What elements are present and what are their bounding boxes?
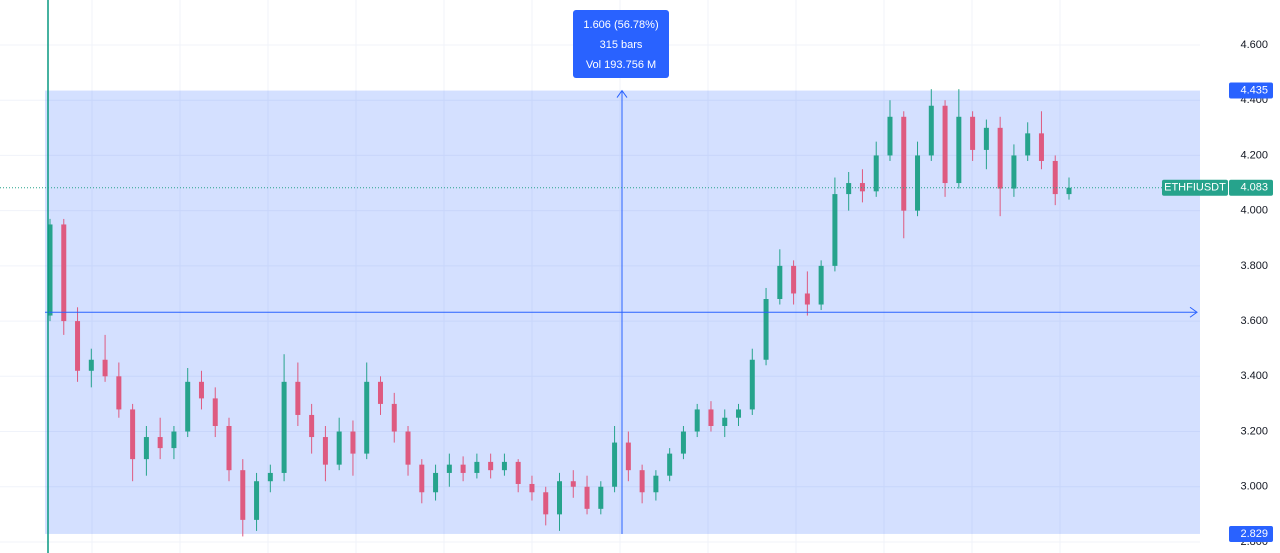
candle-body	[639, 470, 645, 493]
candle-body	[267, 472, 273, 482]
candle-body	[336, 431, 342, 465]
candle-body	[185, 381, 191, 432]
candle-body	[1025, 133, 1031, 156]
measure-change: 1.606 (56.78%)	[583, 19, 658, 31]
candle-body	[460, 464, 466, 473]
y-tick-label: 4.600	[1240, 39, 1268, 51]
candle-body	[102, 359, 108, 377]
candle-body	[433, 472, 439, 493]
candle-body	[901, 116, 907, 211]
candle-body	[763, 299, 769, 360]
candle-body	[983, 127, 989, 150]
measure-high-badge	[1229, 82, 1273, 99]
candle-body	[570, 481, 576, 487]
candle-body	[832, 194, 838, 266]
candle-body	[680, 431, 686, 454]
measure-high-label: 4.435	[1240, 84, 1268, 96]
candle-body	[254, 481, 260, 520]
candle-body	[391, 403, 397, 432]
y-tick-label: 4.000	[1240, 205, 1268, 217]
measure-tooltip	[573, 10, 669, 78]
candle-body	[350, 431, 356, 454]
candle-body	[970, 116, 976, 150]
candle-body	[61, 224, 67, 322]
candle-body	[736, 409, 742, 418]
y-tick-label: 3.800	[1240, 260, 1268, 272]
candle-body	[515, 461, 521, 484]
candle-body	[295, 381, 301, 415]
candle-body	[791, 265, 797, 294]
candle-body	[749, 359, 755, 410]
candle-body	[309, 414, 315, 438]
candle-body	[171, 431, 177, 449]
candle-body	[212, 398, 218, 427]
candle-body	[419, 464, 425, 493]
measure-v-arrow	[616, 89, 628, 98]
candle-body	[915, 155, 921, 211]
candle-body	[130, 409, 136, 460]
candle-body	[446, 464, 452, 473]
candle-body	[557, 481, 562, 515]
candle-body	[543, 492, 549, 515]
candle-body	[625, 442, 631, 471]
candle-body	[322, 437, 328, 465]
candle-body	[997, 127, 1003, 189]
candle-body	[1052, 160, 1058, 195]
price-badge	[1229, 179, 1273, 196]
candle-body	[281, 381, 287, 473]
candle-body	[928, 105, 934, 156]
candle-body	[240, 470, 246, 520]
measure-low-badge	[1229, 525, 1273, 542]
candle-body	[474, 461, 480, 473]
candle-body	[1066, 187, 1072, 195]
candle-body	[804, 293, 810, 305]
candle-body	[942, 105, 948, 184]
measure-bars: 315 bars	[600, 39, 643, 51]
candle-body	[598, 486, 604, 509]
candle-body	[501, 461, 507, 471]
candle-body	[47, 224, 53, 316]
candle-body	[722, 417, 728, 427]
y-tick-label: 3.000	[1240, 481, 1268, 493]
candle-body	[887, 116, 893, 156]
candle-body	[226, 426, 232, 471]
symbol-badge	[1162, 179, 1228, 196]
candle-body	[694, 409, 700, 432]
candle-body	[859, 183, 865, 192]
measure-low-label: 2.829	[1240, 528, 1268, 540]
y-tick-label: 4.200	[1240, 149, 1268, 161]
candle-body	[873, 155, 879, 192]
candle-body	[364, 381, 370, 454]
candle-body	[612, 442, 618, 487]
candle-body	[667, 453, 673, 476]
y-tick-label: 3.200	[1240, 425, 1268, 437]
candle-body	[777, 265, 783, 300]
candle-body	[529, 483, 535, 493]
measure-volume: Vol 193.756 M	[586, 59, 656, 71]
candle-body	[653, 475, 659, 493]
candle-body	[846, 183, 852, 195]
candle-body	[116, 376, 122, 410]
candle-body	[88, 359, 94, 371]
y-tick-label: 3.400	[1240, 370, 1268, 382]
y-tick-label: 3.600	[1240, 315, 1268, 327]
candle-body	[157, 437, 163, 449]
candle-body	[1011, 155, 1017, 189]
measure-h-arrow	[1189, 306, 1198, 318]
last-price-label: 4.083	[1240, 182, 1268, 194]
candle-body	[75, 321, 81, 371]
candle-body	[377, 381, 383, 404]
candle-body	[1038, 133, 1044, 161]
candle-body	[818, 265, 824, 305]
candle-body	[584, 486, 590, 509]
candle-body	[405, 431, 411, 465]
candle-body	[198, 381, 204, 399]
candle-body	[708, 409, 714, 427]
candle-body	[488, 461, 494, 471]
candle-body	[143, 437, 149, 460]
candle-body	[956, 116, 962, 184]
symbol-label: ETHFIUSDT	[1164, 182, 1226, 194]
